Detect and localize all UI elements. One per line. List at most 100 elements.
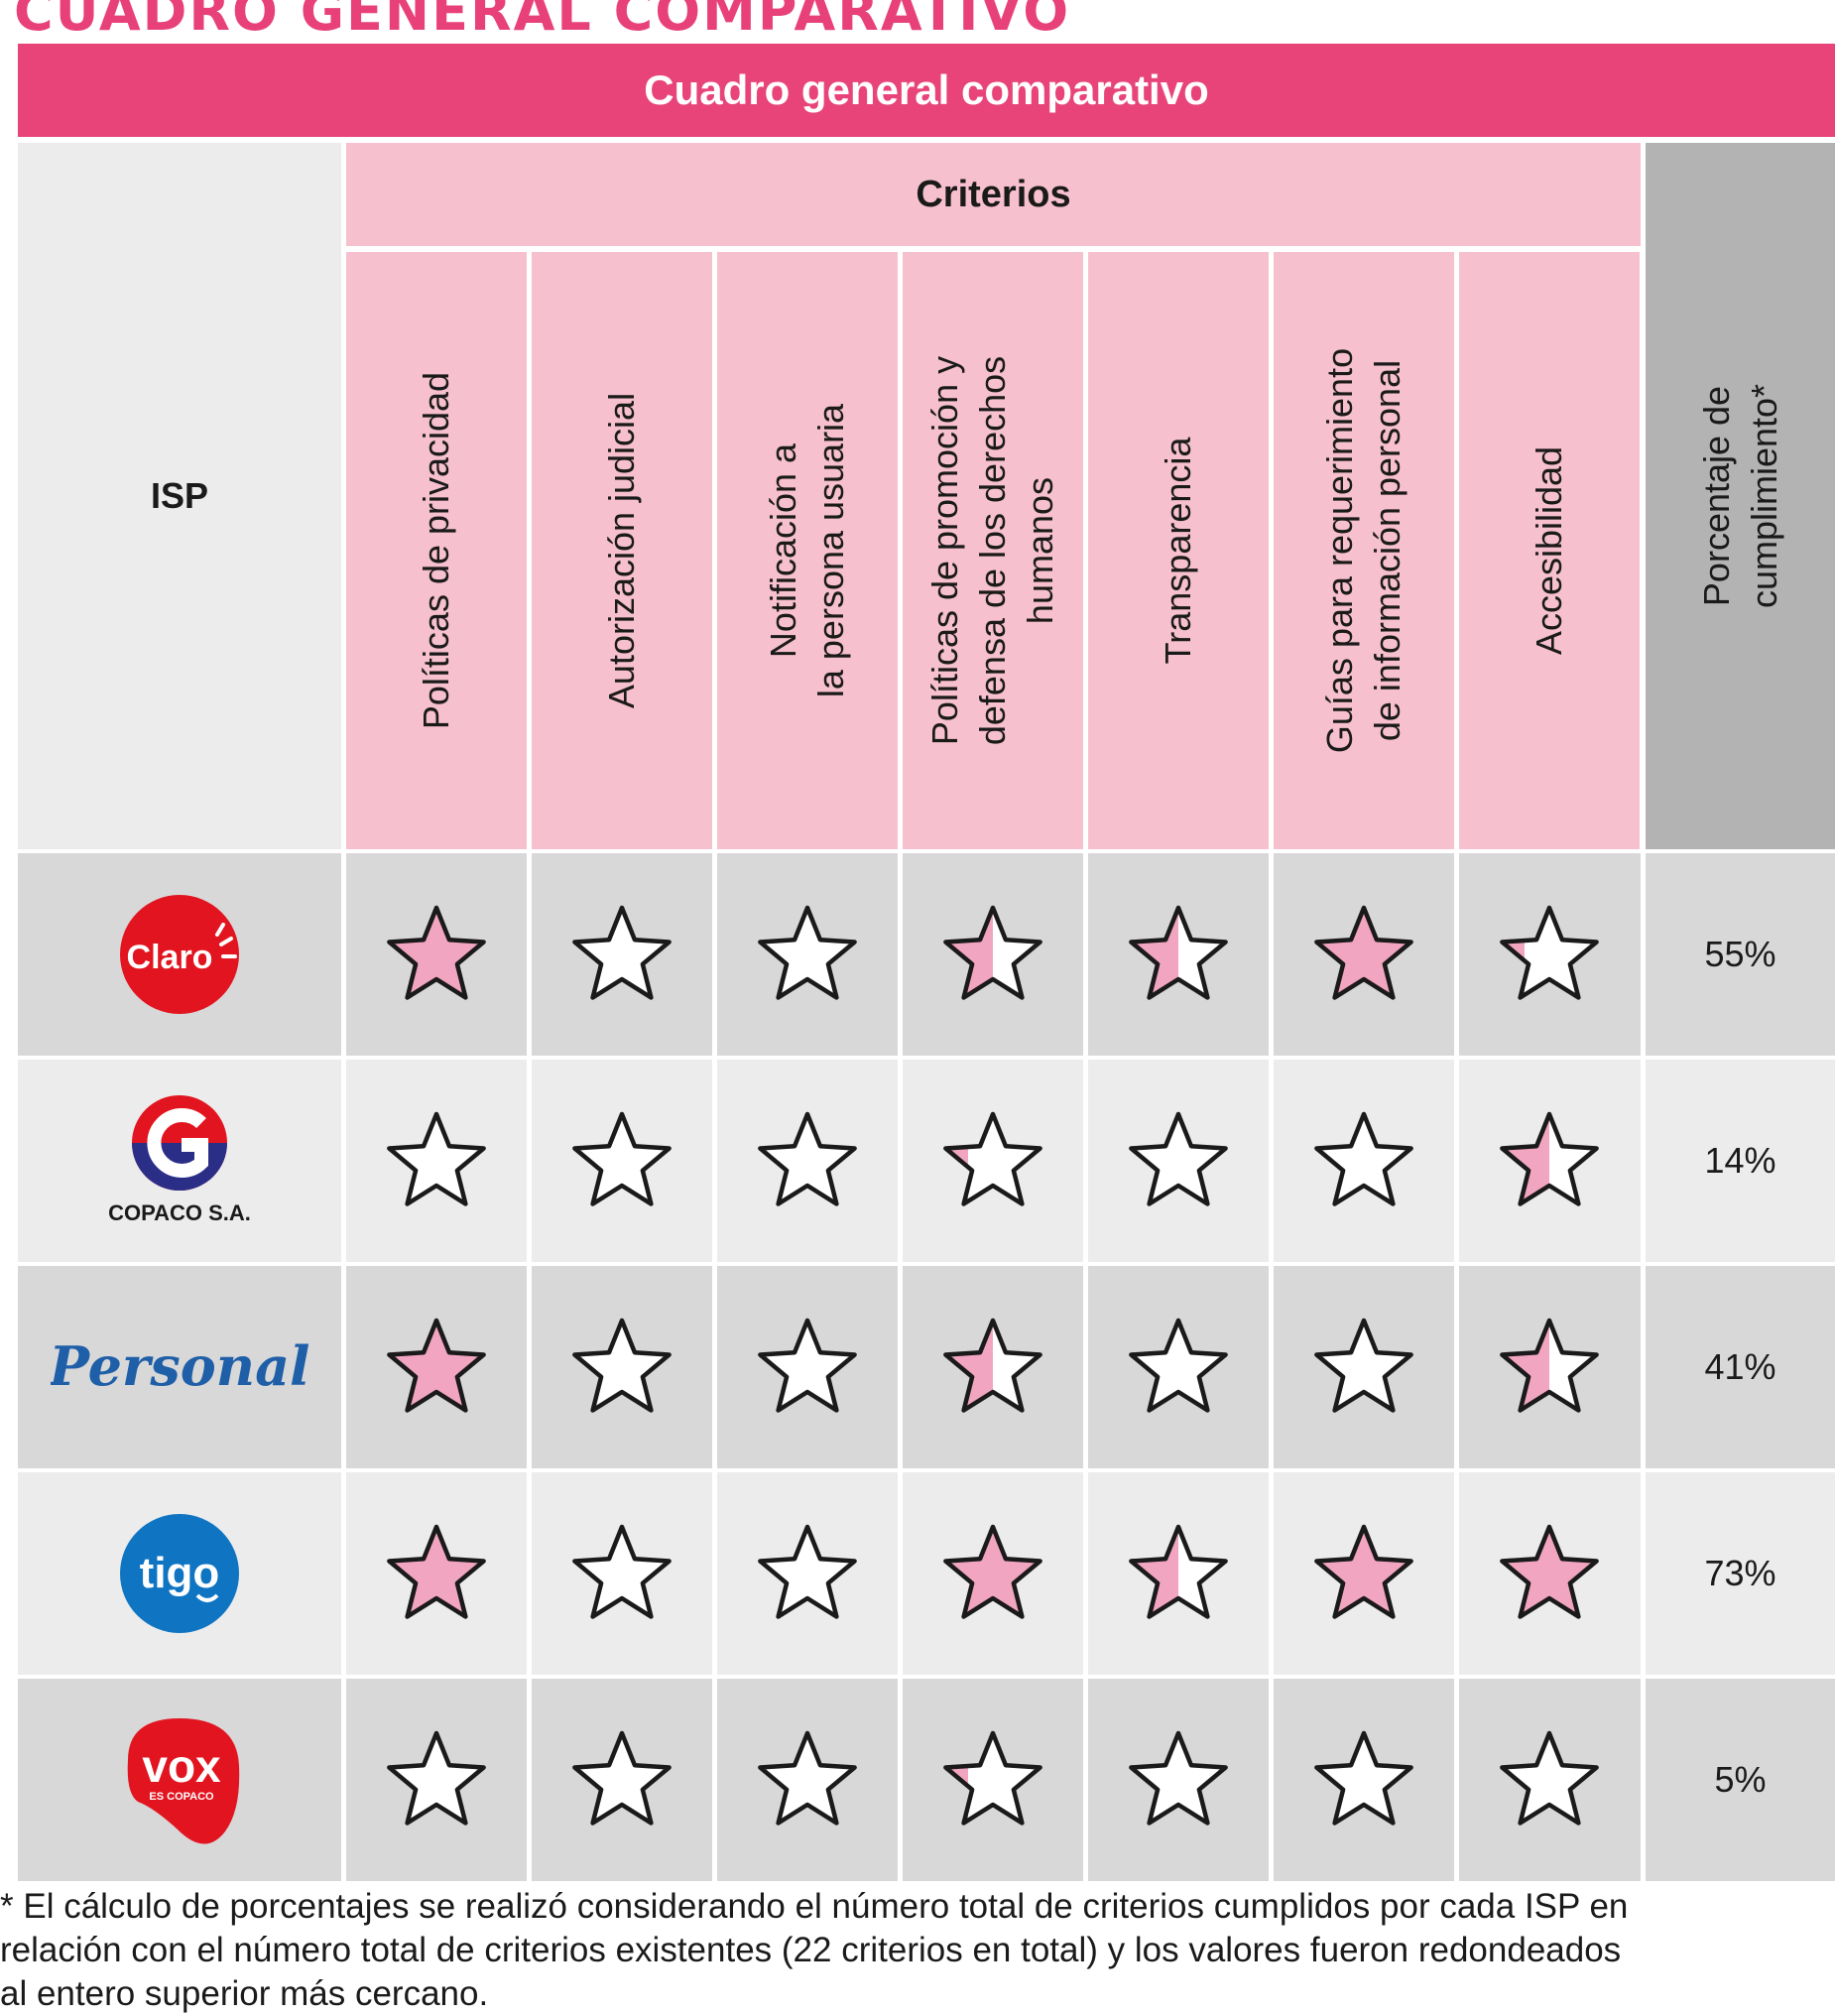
column-divider (898, 853, 903, 1885)
isp-logo-cell: vox ES COPACO (18, 1679, 341, 1881)
rating-star-icon (1129, 1524, 1228, 1619)
criterion-label: Accesibilidad (1529, 445, 1569, 656)
rating-star-icon (572, 1730, 672, 1826)
rating-cell (1088, 1060, 1269, 1262)
rating-star-icon (387, 1524, 486, 1619)
rating-cell (1088, 853, 1269, 1056)
rating-star-icon (572, 1111, 672, 1206)
criterion-label: Guías para requerimiento de información … (1319, 347, 1407, 754)
rating-cell (1459, 1266, 1640, 1468)
rating-star-icon (758, 1524, 857, 1619)
rating-star-icon (572, 905, 672, 1000)
rating-star-icon (943, 1318, 1042, 1413)
isp-logo-cell: Claro (18, 853, 341, 1056)
rating-cell (346, 1266, 527, 1468)
rating-cell (1274, 1060, 1454, 1262)
personal-logo: Personal (51, 1334, 308, 1398)
copaco-logo: COPACO S.A. (108, 1095, 251, 1225)
rating-star-icon (1314, 905, 1413, 1000)
rating-cell (532, 1266, 712, 1468)
criterion-column-header: Notificación a la persona usuaria (717, 252, 898, 849)
rating-star-icon (1129, 1111, 1228, 1206)
rating-star-icon (758, 1730, 857, 1826)
percentage-column-header: Porcentaje de cumplimiento* (1646, 143, 1835, 849)
vox-logo-text: ES COPACO (149, 1791, 214, 1803)
criterion-column-header: Accesibilidad (1459, 252, 1640, 849)
rating-star-icon (572, 1318, 672, 1413)
rating-cell (346, 1060, 527, 1262)
rating-cell (1088, 1472, 1269, 1675)
rating-cell (1274, 1679, 1454, 1881)
tigo-logo-text: tigo (140, 1549, 220, 1597)
row-divider (18, 1262, 1835, 1266)
criterion-label: Notificación a la persona usuaria (763, 403, 851, 698)
rating-cell (903, 1679, 1083, 1881)
copaco-logo-text: COPACO S.A. (108, 1200, 251, 1225)
rating-cell (717, 1472, 898, 1675)
rating-cell (532, 1060, 712, 1262)
rating-star-icon (1129, 1318, 1228, 1413)
isp-column-header: ISP (18, 143, 341, 849)
isp-logo-cell: COPACO S.A. (18, 1060, 341, 1262)
column-divider (1454, 853, 1459, 1885)
rating-cell (717, 853, 898, 1056)
rating-cell (903, 1060, 1083, 1262)
rating-star-icon (1129, 905, 1228, 1000)
criterion-column-header: Políticas de promoción y defensa de los … (903, 252, 1083, 849)
rating-cell (532, 1679, 712, 1881)
rating-cell (1274, 853, 1454, 1056)
rating-star-icon (943, 1524, 1042, 1619)
rating-star-icon (758, 1111, 857, 1206)
rating-cell (1088, 1679, 1269, 1881)
rating-cell (1274, 1266, 1454, 1468)
rating-star-icon (1314, 1318, 1413, 1413)
column-divider (341, 853, 346, 1885)
rating-star-icon (1500, 905, 1599, 1000)
criterion-column-header: Guías para requerimiento de información … (1274, 252, 1454, 849)
rating-cell (717, 1266, 898, 1468)
rating-star-icon (758, 905, 857, 1000)
rating-star-icon (1314, 1524, 1413, 1619)
row-divider (18, 1056, 1835, 1060)
tigo-logo: tigo (120, 1514, 239, 1633)
rating-cell (346, 853, 527, 1056)
compliance-percentage: 14% (1704, 1140, 1776, 1181)
criterion-label: Transparencia (1158, 437, 1198, 665)
rating-cell (346, 1679, 527, 1881)
rating-cell (532, 853, 712, 1056)
table-title: Cuadro general comparativo (18, 44, 1835, 137)
rating-star-icon (1129, 1730, 1228, 1826)
claro-logo: Claro (120, 895, 239, 1014)
rating-star-icon (387, 1318, 486, 1413)
claro-logo-text: Claro (127, 939, 213, 976)
rating-star-icon (1314, 1730, 1413, 1826)
rating-cell (1459, 1472, 1640, 1675)
rating-star-icon (1500, 1111, 1599, 1206)
criterion-label: Autorización judicial (601, 392, 642, 709)
rating-cell (1459, 1060, 1640, 1262)
compliance-percentage: 41% (1704, 1346, 1776, 1387)
isp-logo-cell: Personal (18, 1266, 341, 1468)
column-divider (1083, 853, 1088, 1885)
compliance-percentage: 5% (1714, 1759, 1767, 1800)
rating-star-icon (1314, 1111, 1413, 1206)
rating-star-icon (943, 1111, 1042, 1206)
criterion-column-header: Transparencia (1088, 252, 1269, 849)
rating-cell (346, 1472, 527, 1675)
percentage-header-label: Porcentaje de cumplimiento* (1695, 383, 1784, 609)
page-heading: CUADRO GENERAL COMPARATIVO (14, 0, 1071, 43)
personal-logo-text: Personal (51, 1334, 308, 1398)
vox-logo-text: vox (142, 1740, 221, 1792)
rating-cell (1274, 1472, 1454, 1675)
criterion-label: Políticas de promoción y defensa de los … (924, 355, 1060, 746)
rating-cell (717, 1060, 898, 1262)
rating-cell (1459, 853, 1640, 1056)
row-divider (18, 1675, 1835, 1679)
rating-star-icon (572, 1524, 672, 1619)
criterion-label: Políticas de privacidad (416, 371, 456, 730)
rating-cell (1459, 1679, 1640, 1881)
column-divider (527, 853, 532, 1885)
rating-cell (1088, 1266, 1269, 1468)
column-divider (1269, 853, 1274, 1885)
